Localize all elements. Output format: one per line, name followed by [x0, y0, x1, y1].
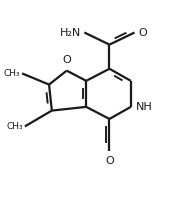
Text: CH₃: CH₃ [7, 122, 23, 131]
Text: NH: NH [136, 102, 153, 112]
Text: H₂N: H₂N [60, 28, 82, 37]
Text: O: O [105, 156, 114, 166]
Text: O: O [138, 28, 147, 37]
Text: CH₃: CH₃ [4, 69, 21, 78]
Text: O: O [62, 55, 71, 65]
